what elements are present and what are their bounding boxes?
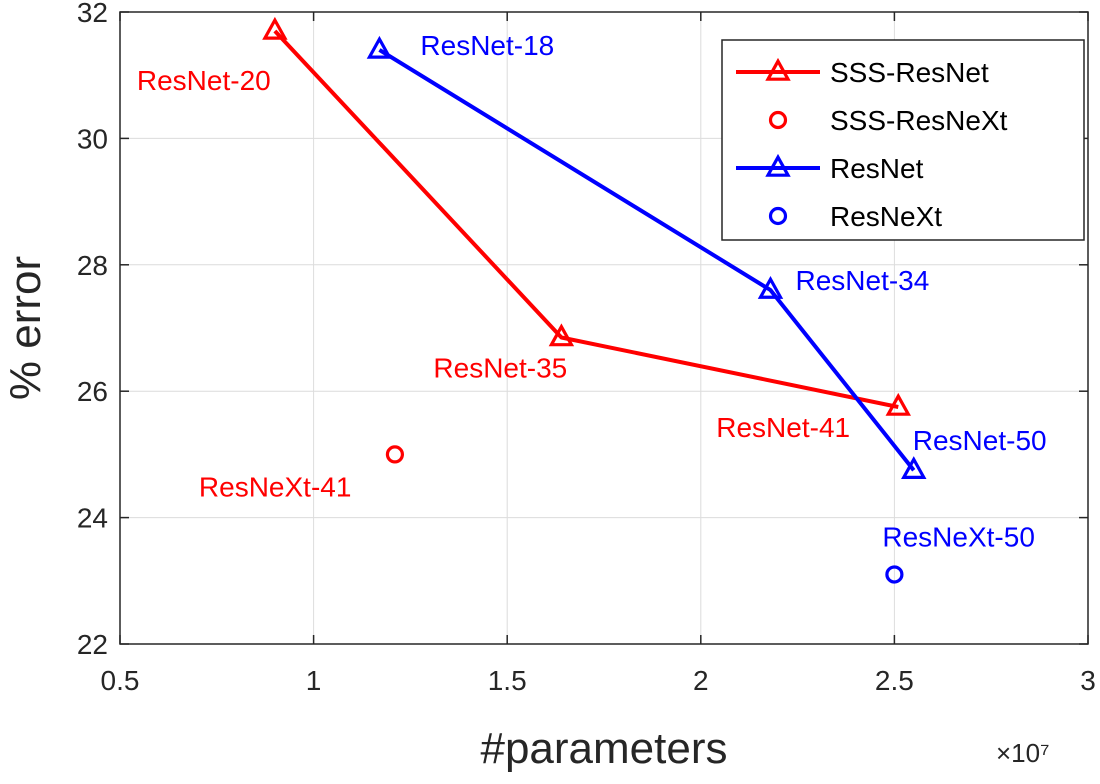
data-point-marker (385, 445, 405, 464)
legend-entry: ResNet (736, 153, 924, 184)
y-tick-label: 22 (77, 629, 108, 660)
legend-items: SSS-ResNet SSS-ResNeXt ResNet ResNeXt (736, 57, 1008, 232)
x-axis-title: #parameters (480, 724, 727, 773)
y-tick-label: 28 (77, 250, 108, 281)
data-labels: ResNet-20 ResNet-35 ResNet-41 ResNeXt-41 Res… (137, 30, 1047, 553)
y-tick-label: 24 (77, 503, 108, 534)
legend: SSS-ResNet SSS-ResNeXt ResNet ResNeXt (721, 39, 1085, 241)
data-label: ResNeXt-41 (199, 471, 352, 502)
data-point-marker (901, 456, 927, 479)
data-point-marker (885, 392, 911, 416)
data-label: ResNet-34 (795, 265, 929, 296)
data-point-marker (262, 16, 288, 40)
series-line-sss-resnet (273, 29, 899, 409)
axis-ticks: 0.5 1 1.5 2 2.5 3 22 24 26 28 30 32 (77, 0, 1096, 696)
legend-label: ResNet (830, 153, 924, 184)
series-group (262, 16, 927, 584)
data-point-marker (885, 565, 904, 584)
legend-marker (768, 110, 788, 130)
data-label: ResNet-50 (913, 425, 1047, 456)
legend-label: ResNeXt (830, 201, 942, 232)
x-tick-label: 2 (693, 665, 709, 696)
data-label: ResNet-35 (433, 352, 567, 383)
data-label: ResNet-18 (420, 30, 554, 61)
x-tick-label: 1 (306, 665, 322, 696)
y-tick-label: 32 (77, 0, 108, 28)
data-point-marker (366, 35, 393, 59)
data-point-marker (757, 275, 784, 299)
x-tick-label: 0.5 (101, 665, 140, 696)
legend-marker (765, 153, 791, 177)
legend-entry: ResNeXt (768, 201, 942, 232)
legend-entry: SSS-ResNeXt (768, 105, 1008, 136)
x-axis-exponent: ×10⁷ (996, 738, 1050, 768)
plot-area-frame (119, 11, 1089, 645)
legend-marker (765, 57, 791, 81)
y-tick-label: 30 (77, 123, 108, 154)
x-tick-label: 2.5 (875, 665, 914, 696)
series-resnext (885, 565, 904, 584)
series-sss-resnet (262, 16, 911, 416)
x-tick-label: 3 (1080, 665, 1096, 696)
data-point-marker (548, 323, 575, 347)
series-sss-resnext (385, 445, 405, 464)
y-axis-title: % error (1, 256, 50, 400)
legend-entry: SSS-ResNet (736, 57, 989, 88)
data-label: ResNet-20 (137, 65, 271, 96)
legend-label: SSS-ResNet (830, 57, 989, 88)
y-tick-label: 26 (77, 376, 108, 407)
series-resnet (366, 35, 927, 479)
legend-label: SSS-ResNeXt (830, 105, 1008, 136)
data-label: ResNeXt-50 (882, 521, 1035, 552)
x-tick-label: 1.5 (488, 665, 527, 696)
legend-marker (768, 206, 788, 226)
series-line-resnet (378, 48, 916, 472)
data-label: ResNet-41 (716, 412, 850, 443)
